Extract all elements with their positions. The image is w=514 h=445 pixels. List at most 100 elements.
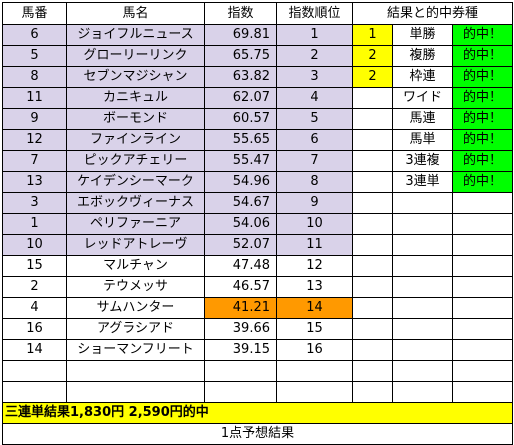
- horse-number-cell: 6: [2, 24, 67, 46]
- index-cell: 60.57: [204, 108, 277, 130]
- index-cell: 39.66: [204, 318, 277, 340]
- horse-name-cell: レッドアトレーヴ: [66, 234, 205, 256]
- trifecta-result-summary: 三連単結果1,830円 2,590円的中: [2, 402, 513, 424]
- index-rank-cell: 11: [276, 234, 353, 256]
- result-place-cell: 2: [352, 66, 393, 88]
- empty-cell: [276, 360, 353, 382]
- empty-cell: [352, 339, 393, 361]
- table-row: 10 レッドアトレーヴ 52.07 11: [2, 234, 513, 256]
- empty-cell: [392, 318, 453, 340]
- index-cell: 47.48: [204, 255, 277, 277]
- horse-number-cell: 12: [2, 129, 67, 151]
- horse-name-cell: セブンマジシャン: [66, 66, 205, 88]
- index-rank-cell: 1: [276, 24, 353, 46]
- empty-cell: [352, 297, 393, 319]
- empty-cell: [392, 360, 453, 382]
- horse-name-cell: グローリーリンク: [66, 45, 205, 67]
- horse-number-cell: 13: [2, 171, 67, 193]
- horse-name-cell: エボックヴィーナス: [66, 192, 205, 214]
- bet-type-cell: 単勝: [392, 24, 453, 46]
- bet-type-cell: 複勝: [392, 45, 453, 67]
- index-rank-cell: 7: [276, 150, 353, 172]
- result-place-cell: [352, 87, 393, 109]
- table-row: 11 カニキュル 62.07 4 ワイド 的中！: [2, 87, 513, 109]
- table-row: 3 エボックヴィーナス 54.67 9: [2, 192, 513, 214]
- horse-number-cell: 16: [2, 318, 67, 340]
- empty-cell: [452, 192, 513, 214]
- table-row: 12 ファインライン 55.65 6 馬単 的中！: [2, 129, 513, 151]
- hit-cell: 的中！: [452, 87, 513, 109]
- empty-cell: [452, 234, 513, 256]
- index-rank-cell: 6: [276, 129, 353, 151]
- index-cell: 52.07: [204, 234, 277, 256]
- result-place-cell: 1: [352, 24, 393, 46]
- result-place-cell: [352, 108, 393, 130]
- empty-cell: [204, 360, 277, 382]
- index-cell: 54.67: [204, 192, 277, 214]
- header-index: 指数: [204, 2, 277, 25]
- horse-number-cell: 5: [2, 45, 67, 67]
- index-cell: 46.57: [204, 276, 277, 298]
- horse-number-cell: 2: [2, 276, 67, 298]
- empty-cell: [452, 339, 513, 361]
- horse-name-cell: ケイデンシーマーク: [66, 171, 205, 193]
- table-row: 7 ピックアチェリー 55.47 7 3連複 的中！: [2, 150, 513, 172]
- index-cell: 39.15: [204, 339, 277, 361]
- header-horse-name: 馬名: [66, 2, 205, 25]
- index-rank-cell: 16: [276, 339, 353, 361]
- table-row: 14 ショーマンフリート 39.15 16: [2, 339, 513, 361]
- bet-type-cell: ワイド: [392, 87, 453, 109]
- empty-cell: [392, 381, 453, 403]
- horse-name-cell: アグラシアド: [66, 318, 205, 340]
- hit-cell: 的中！: [452, 24, 513, 46]
- empty-cell: [352, 192, 393, 214]
- empty-cell: [276, 381, 353, 403]
- index-rank-cell: 14: [276, 297, 353, 319]
- empty-cell: [392, 339, 453, 361]
- empty-cell: [452, 381, 513, 403]
- empty-cell: [352, 381, 393, 403]
- horse-number-cell: 3: [2, 192, 67, 214]
- index-rank-cell: 3: [276, 66, 353, 88]
- index-cell: 63.82: [204, 66, 277, 88]
- horse-number-cell: 15: [2, 255, 67, 277]
- index-cell: 65.75: [204, 45, 277, 67]
- empty-cell: [392, 276, 453, 298]
- hit-cell: 的中！: [452, 129, 513, 151]
- empty-cell: [66, 381, 205, 403]
- table-row: 4 サムハンター 41.21 14: [2, 297, 513, 319]
- bet-type-cell: 馬連: [392, 108, 453, 130]
- empty-cell: [392, 234, 453, 256]
- horse-name-cell: ショーマンフリート: [66, 339, 205, 361]
- index-rank-cell: 13: [276, 276, 353, 298]
- horse-name-cell: テウメッサ: [66, 276, 205, 298]
- header-result: 結果と的中券種: [352, 2, 513, 25]
- empty-cell: [352, 276, 393, 298]
- empty-cell: [352, 255, 393, 277]
- horse-number-cell: 8: [2, 66, 67, 88]
- horse-name-cell: ジョイフルニュース: [66, 24, 205, 46]
- index-rank-cell: 8: [276, 171, 353, 193]
- horse-name-cell: マルチャン: [66, 255, 205, 277]
- empty-cell: [352, 360, 393, 382]
- hit-cell: 的中！: [452, 45, 513, 67]
- index-cell: 62.07: [204, 87, 277, 109]
- result-place-cell: 2: [352, 45, 393, 67]
- empty-cell: [452, 297, 513, 319]
- hit-cell: 的中！: [452, 150, 513, 172]
- summary-row: 三連単結果1,830円 2,590円的中: [2, 402, 513, 424]
- table-row: 16 アグラシアド 39.66 15: [2, 318, 513, 340]
- index-cell: 55.47: [204, 150, 277, 172]
- header-horse-number: 馬番: [2, 2, 67, 25]
- empty-cell: [392, 192, 453, 214]
- bet-type-cell: 馬単: [392, 129, 453, 151]
- hit-cell: 的中！: [452, 108, 513, 130]
- footer-caption: 1点予想結果: [2, 423, 513, 445]
- index-cell: 55.65: [204, 129, 277, 151]
- empty-cell: [352, 318, 393, 340]
- empty-cell: [352, 234, 393, 256]
- hit-cell: 的中！: [452, 66, 513, 88]
